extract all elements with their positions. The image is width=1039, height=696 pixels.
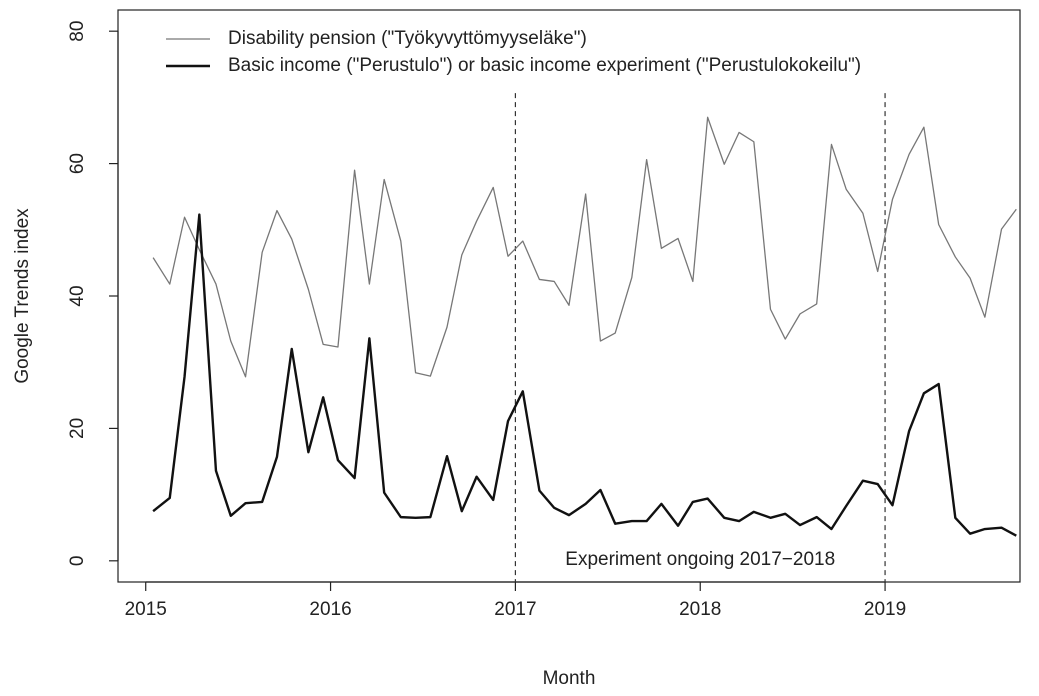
annotation: Experiment ongoing 2017−2018 — [565, 549, 835, 570]
y-axis-title: Google Trends index — [12, 208, 33, 384]
y-tick-label: 40 — [67, 285, 88, 306]
y-tick-label: 60 — [67, 153, 88, 174]
legend-label: Basic income ("Perustulo") or basic inco… — [228, 55, 861, 76]
series-line — [152, 213, 1017, 537]
x-axis-title: Month — [543, 668, 596, 689]
x-tick-label: 2016 — [309, 599, 351, 620]
y-tick-label: 80 — [67, 21, 88, 42]
y-tick-label: 20 — [67, 418, 88, 439]
legend-label: Disability pension ("Työkyvyttömyyseläke… — [228, 28, 587, 49]
x-tick-label: 2017 — [494, 599, 536, 620]
x-tick-label: 2015 — [125, 599, 167, 620]
x-tick-label: 2018 — [679, 599, 721, 620]
x-tick-label: 2019 — [864, 599, 906, 620]
y-tick-label: 0 — [67, 556, 88, 567]
series-line — [152, 116, 1017, 378]
